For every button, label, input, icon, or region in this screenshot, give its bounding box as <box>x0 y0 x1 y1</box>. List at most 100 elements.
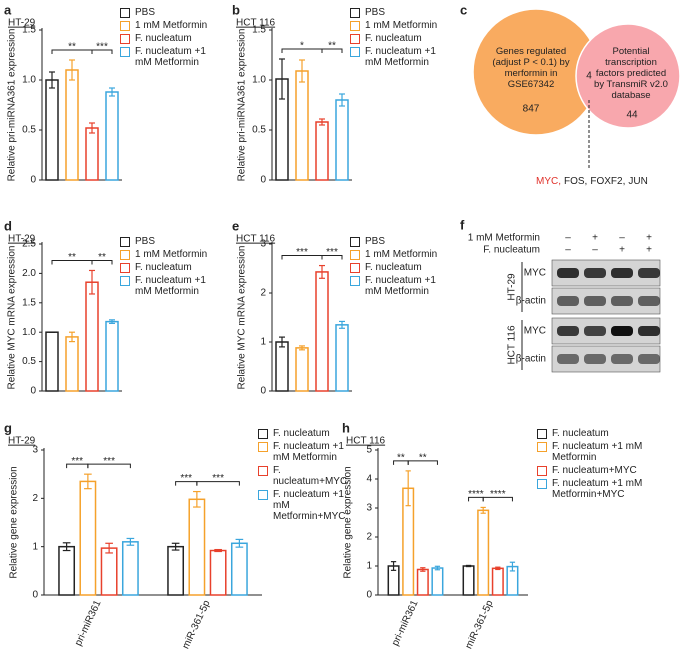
subtitle: HT-29 <box>8 436 36 447</box>
legend-label: 1 mM Metformin <box>135 20 208 31</box>
legend-entry: F. nucleatum +1 mM Metformin <box>120 275 225 297</box>
legend-swatch <box>537 466 547 476</box>
band <box>584 268 606 278</box>
bar <box>85 281 99 392</box>
legend-swatch <box>120 34 130 44</box>
error-bar <box>69 331 75 343</box>
legend-entry: 1 mM Metformin <box>350 20 455 31</box>
band <box>611 354 633 364</box>
condition-sign: – <box>592 245 598 256</box>
error-bar <box>319 264 325 279</box>
band <box>557 326 579 336</box>
band <box>611 268 633 278</box>
y-tick-label: 2.5 <box>22 239 36 250</box>
legend-entry: F. nucleatum +1 mM Metformin+MYC <box>258 489 350 522</box>
bar <box>295 347 309 392</box>
error-bar <box>84 473 92 490</box>
y-tick-label: 1.0 <box>252 75 266 86</box>
legend-swatch <box>350 263 360 273</box>
y-tick-label: 0.5 <box>22 125 36 136</box>
legend-label: F. nucleatum <box>365 33 422 44</box>
error-bar <box>495 566 501 571</box>
bar <box>477 509 490 596</box>
gene: FOXF2, <box>590 176 625 187</box>
y-tick-label: 0 <box>260 175 266 186</box>
y-axis-label: Relative MYC mRNA expression <box>237 246 248 390</box>
legend: PBS 1 mM Metformin F. nucleatum F. nucleatu… <box>120 7 225 70</box>
error-bar <box>109 87 115 97</box>
bar <box>315 271 329 392</box>
y-axis-label: Relative gene expression <box>9 466 20 578</box>
bar <box>65 69 79 181</box>
error-bar <box>420 567 426 572</box>
bracket <box>87 463 131 469</box>
error-bar <box>279 336 285 348</box>
legend-entry: PBS <box>120 7 225 18</box>
error-bar <box>299 59 305 83</box>
significance-label: ** <box>98 252 106 263</box>
x-tick-label: miR-361-5p <box>181 598 213 650</box>
condition-sign: + <box>646 245 652 256</box>
band <box>557 354 579 364</box>
y-tick-label: 0.5 <box>22 356 36 367</box>
error-bar <box>214 548 222 553</box>
bar <box>491 567 504 596</box>
y-tick-label: 4 <box>366 474 372 485</box>
legend-swatch <box>350 34 360 44</box>
x-tick-label: pri-miR361 <box>73 598 104 647</box>
y-tick-label: 2.0 <box>22 268 36 279</box>
y-tick-label: 3 <box>366 503 372 514</box>
venn-set-label: Potential transcription factors predicte… <box>594 46 668 101</box>
y-tick-label: 3 <box>32 445 38 456</box>
significance-label: *** <box>326 247 338 258</box>
legend-entry: 1 mM Metformin <box>120 20 225 31</box>
condition-sign: – <box>619 233 625 244</box>
legend-label: F. nucleatum +1 mM Metformin <box>273 441 344 463</box>
subtitle: HCT 116 <box>346 436 386 447</box>
bar <box>416 568 429 596</box>
error-bar <box>339 93 345 107</box>
y-tick-label: 0 <box>366 590 372 601</box>
panel-letter: c <box>460 2 467 17</box>
legend-label: F. nucleatum +1 mM Metformin <box>135 46 206 68</box>
error-bar <box>390 561 397 571</box>
legend-label: F. nucleatum +1 mM Metformin <box>552 441 643 463</box>
bar <box>85 127 99 181</box>
legend-swatch <box>120 250 130 260</box>
error-bar <box>480 506 486 514</box>
panel-letter: h <box>342 420 350 435</box>
bar <box>105 91 119 181</box>
error-bar <box>109 319 115 324</box>
legend-swatch <box>350 47 360 57</box>
legend-swatch <box>120 47 130 57</box>
row-label: β-actin <box>516 296 546 307</box>
legend-entry: 1 mM Metformin <box>120 249 225 260</box>
y-tick-label: 0 <box>30 386 36 397</box>
legend-label: F. nucleatum <box>135 262 192 273</box>
row-label: MYC <box>524 326 546 337</box>
subtitle: HCT 116 <box>236 234 276 245</box>
significance-label: **** <box>468 489 484 500</box>
bracket <box>196 481 240 486</box>
bar <box>462 565 475 596</box>
legend-label: F. nucleatum <box>365 262 422 273</box>
y-axis-label: Relative pri-miRNA361 expression <box>237 29 248 182</box>
legend-entry: F. nucleatum <box>350 262 455 273</box>
error-bar <box>69 59 75 81</box>
y-tick-label: 2 <box>366 532 372 543</box>
legend-entry: F. nucleatum+MYC <box>258 465 350 487</box>
legend-swatch <box>120 237 130 247</box>
y-tick-label: 1.5 <box>252 25 266 36</box>
y-tick-label: 1.0 <box>22 327 36 338</box>
legend-entry: F. nucleatum +1 mM Metformin <box>350 46 455 68</box>
bar <box>121 541 139 596</box>
significance-bracket <box>87 463 131 469</box>
significance-bracket <box>407 460 438 465</box>
legend-entry: F. nucleatum <box>537 428 683 439</box>
legend-entry: PBS <box>350 7 455 18</box>
y-tick-label: 1 <box>366 561 372 572</box>
y-tick-label: 2 <box>260 288 266 299</box>
legend-entry: F. nucleatum <box>120 33 225 44</box>
legend-swatch <box>537 429 547 439</box>
legend-swatch <box>537 442 547 452</box>
